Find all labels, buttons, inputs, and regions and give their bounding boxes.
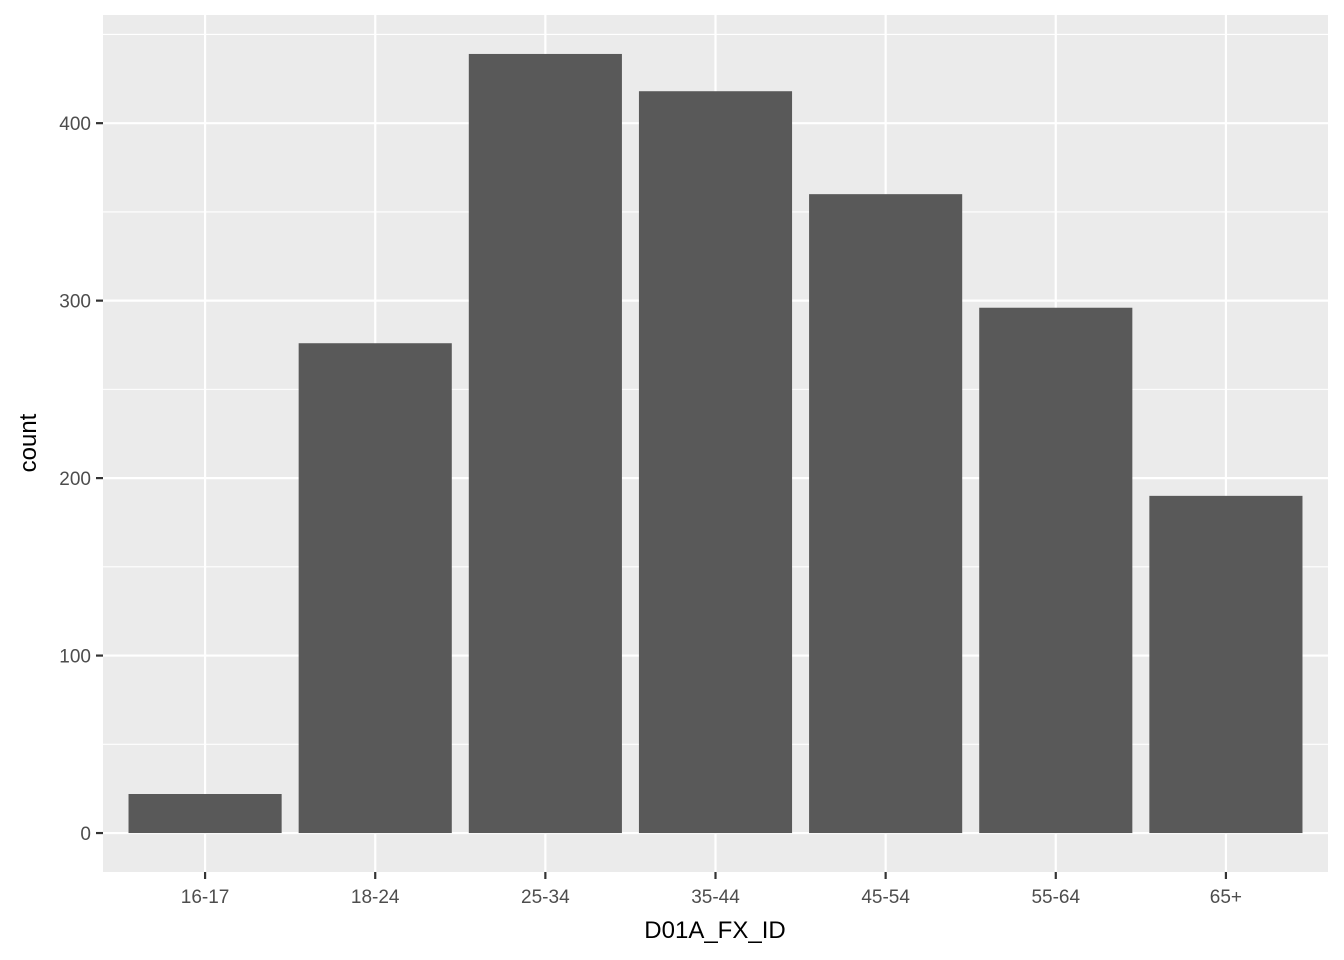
bar-18-24 [298, 343, 452, 834]
bar-16-17 [128, 794, 282, 834]
bar-25-34 [468, 53, 622, 834]
bar-55-64 [979, 307, 1133, 834]
x-axis: 16-17 18-24 25-34 35-44 45-54 55-64 65+ [181, 872, 1242, 908]
y-tick-label: 0 [80, 824, 91, 845]
x-tick-label: 35-44 [691, 887, 740, 908]
x-tick-label: 25-34 [521, 887, 570, 908]
x-tick-label: 16-17 [181, 887, 230, 908]
y-tick-label: 100 [59, 647, 91, 668]
bars [128, 53, 1303, 834]
y-axis: 0 100 200 300 400 [59, 114, 103, 845]
x-tick-label: 65+ [1210, 887, 1242, 908]
x-tick-label: 55-64 [1031, 887, 1080, 908]
bar-45-54 [809, 194, 963, 834]
x-axis-title: D01A_FX_ID [644, 917, 785, 944]
bar-35-44 [638, 91, 793, 834]
y-tick-label: 300 [59, 292, 91, 313]
x-tick-label: 45-54 [861, 887, 910, 908]
bar-65+ [1149, 495, 1303, 834]
y-axis-title: count [15, 413, 42, 472]
x-tick-label: 18-24 [351, 887, 400, 908]
y-tick-label: 200 [59, 469, 91, 490]
y-tick-label: 400 [59, 114, 91, 135]
